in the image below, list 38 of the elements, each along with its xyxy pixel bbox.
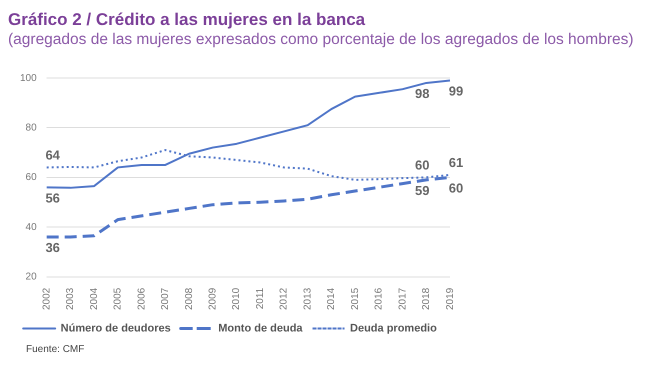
x-tick-label: 2014 xyxy=(326,287,338,310)
x-tick-label: 2012 xyxy=(278,287,290,310)
x-tick-label: 2006 xyxy=(136,287,148,310)
y-tick-label: 40 xyxy=(26,222,38,233)
y-tick-label: 60 xyxy=(26,172,38,184)
x-tick-label: 2017 xyxy=(397,287,408,310)
data-label: 98 xyxy=(415,86,430,102)
chart-subtitle: (agregados de las mujeres expresados como porcentaje de los agregados de los hombres) xyxy=(8,31,634,49)
legend-label: Deuda promedio xyxy=(350,322,438,335)
data-label: 60 xyxy=(415,157,430,172)
data-label: 99 xyxy=(448,84,464,99)
data-label: 61 xyxy=(448,154,464,170)
y-tick-label: 80 xyxy=(26,122,38,134)
x-tick-label: 2004 xyxy=(88,287,100,310)
source-note: Fuente: CMF xyxy=(26,344,84,355)
x-tick-label: 2008 xyxy=(184,287,195,310)
chart-title: Gráfico 2 / Crédito a las mujeres en la banca xyxy=(8,10,366,30)
y-tick-label: 20 xyxy=(26,272,38,283)
data-label: 56 xyxy=(45,190,60,206)
data-label: 64 xyxy=(45,148,61,163)
x-tick-label: 2010 xyxy=(231,287,242,310)
x-tick-label: 2013 xyxy=(302,287,314,310)
y-tick-label: 100 xyxy=(20,72,38,84)
x-tick-label: 2005 xyxy=(112,287,124,310)
data-label: 60 xyxy=(448,180,464,196)
x-tick-label: 2011 xyxy=(254,287,266,310)
x-tick-label: 2016 xyxy=(374,287,385,310)
x-tick-label: 2002 xyxy=(41,287,52,310)
x-tick-label: 2018 xyxy=(421,287,432,310)
legend-label: Monto de deuda xyxy=(218,322,304,335)
legend-label: Número de deudores xyxy=(60,322,171,335)
x-tick-label: 2007 xyxy=(160,287,172,310)
data-label: 59 xyxy=(415,182,430,198)
x-tick-label: 2019 xyxy=(444,287,456,310)
x-tick-label: 2015 xyxy=(350,287,361,310)
x-tick-label: 2009 xyxy=(208,287,219,310)
data-label: 36 xyxy=(45,240,60,256)
x-tick-label: 2003 xyxy=(65,287,76,310)
